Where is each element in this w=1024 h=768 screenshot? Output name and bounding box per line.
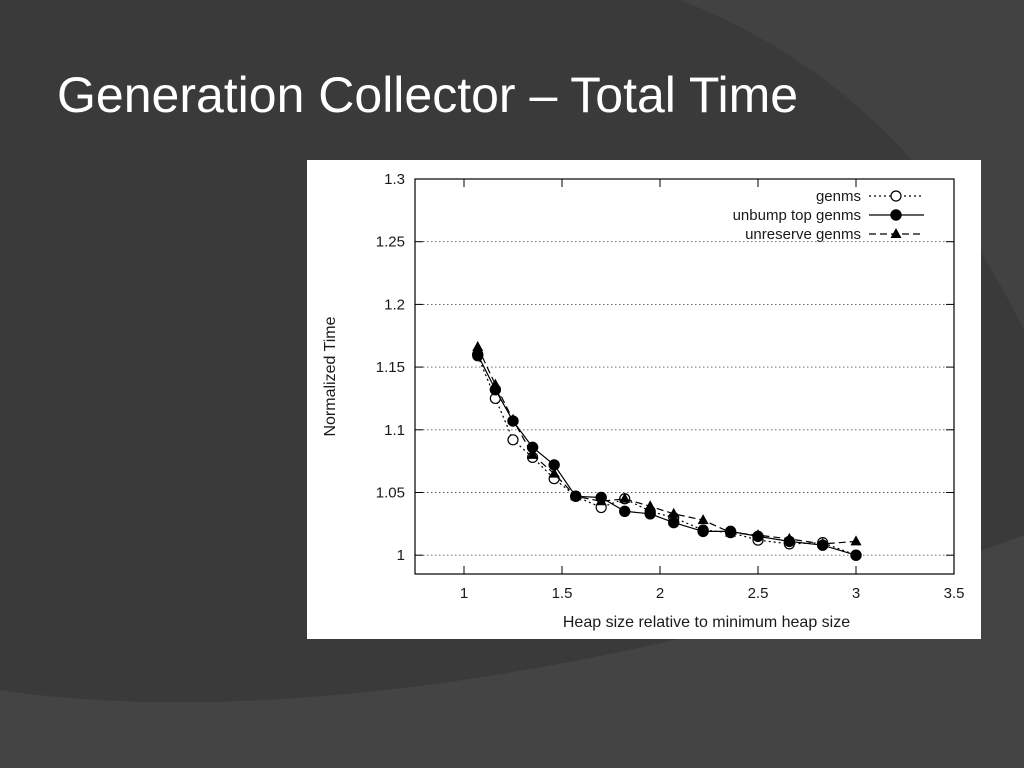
grid-lines: [415, 241, 954, 556]
series-unreserve-genms: [472, 341, 862, 548]
data-point: [570, 490, 582, 501]
x-tick-label: 3: [852, 585, 860, 602]
x-tick-label: 1: [460, 585, 468, 602]
data-point: [507, 413, 519, 424]
legend-label: genms: [816, 188, 861, 205]
legend-label: unreserve genms: [745, 226, 861, 243]
plot-frame: [414, 178, 955, 575]
legend-marker: [890, 209, 902, 221]
x-tick-label: 3.5: [944, 585, 965, 602]
data-point: [668, 507, 680, 518]
data-point: [548, 467, 560, 478]
legend-label: unbump top genms: [733, 207, 861, 224]
series-line: [477, 355, 857, 556]
legend: genms unbump top genms unreserve genms: [733, 188, 924, 243]
x-tick-label: 2: [656, 585, 664, 602]
data-point: [527, 448, 539, 459]
y-tick-label: 1: [397, 547, 405, 564]
slide-title: Generation Collector – Total Time: [57, 67, 799, 123]
y-tick-label: 1.3: [384, 171, 405, 188]
data-point: [472, 341, 484, 352]
legend-marker: [890, 228, 902, 238]
data-point: [668, 516, 680, 529]
data-point: [752, 529, 764, 540]
series-line: [477, 354, 857, 556]
axis-ticks: 1 1.05 1.1 1.15 1.2 1.25 1.3 1 1.5 2 2.5 3 3.5: [376, 171, 965, 602]
x-tick-label: 1.5: [552, 585, 573, 602]
background-corner-shape: [680, 0, 1024, 330]
legend-marker: [890, 190, 902, 202]
y-tick-label: 1.05: [376, 484, 405, 501]
y-tick-label: 1.15: [376, 359, 405, 376]
data-point: [697, 525, 709, 538]
data-point: [850, 549, 862, 561]
data-point: [783, 532, 795, 543]
data-point: [489, 378, 501, 389]
data-point: [697, 514, 709, 525]
y-tick-label: 1.25: [376, 234, 405, 251]
series-layer: [472, 341, 862, 561]
y-tick-label: 1.1: [384, 422, 405, 439]
data-point: [619, 505, 631, 518]
line-chart: 1 1.05 1.1 1.15 1.2 1.25 1.3 1 1.5 2 2.5 3 3.5 Heap …: [322, 171, 965, 631]
data-point: [619, 492, 631, 503]
data-point: [595, 495, 607, 506]
data-point: [507, 434, 519, 446]
data-point: [725, 526, 737, 537]
x-axis-label: Heap size relative to minimum heap size: [563, 614, 850, 631]
y-axis-label: Normalized Time: [322, 316, 339, 436]
background-swoosh: [0, 535, 1024, 768]
y-tick-label: 1.2: [384, 296, 405, 313]
data-point: [817, 537, 829, 548]
data-point: [850, 535, 862, 546]
chart-panel: 1 1.05 1.1 1.15 1.2 1.25 1.3 1 1.5 2 2.5 3 3.5 Heap …: [307, 160, 981, 639]
data-point: [644, 500, 656, 511]
x-tick-label: 2.5: [748, 585, 769, 602]
series-line: [477, 346, 857, 545]
